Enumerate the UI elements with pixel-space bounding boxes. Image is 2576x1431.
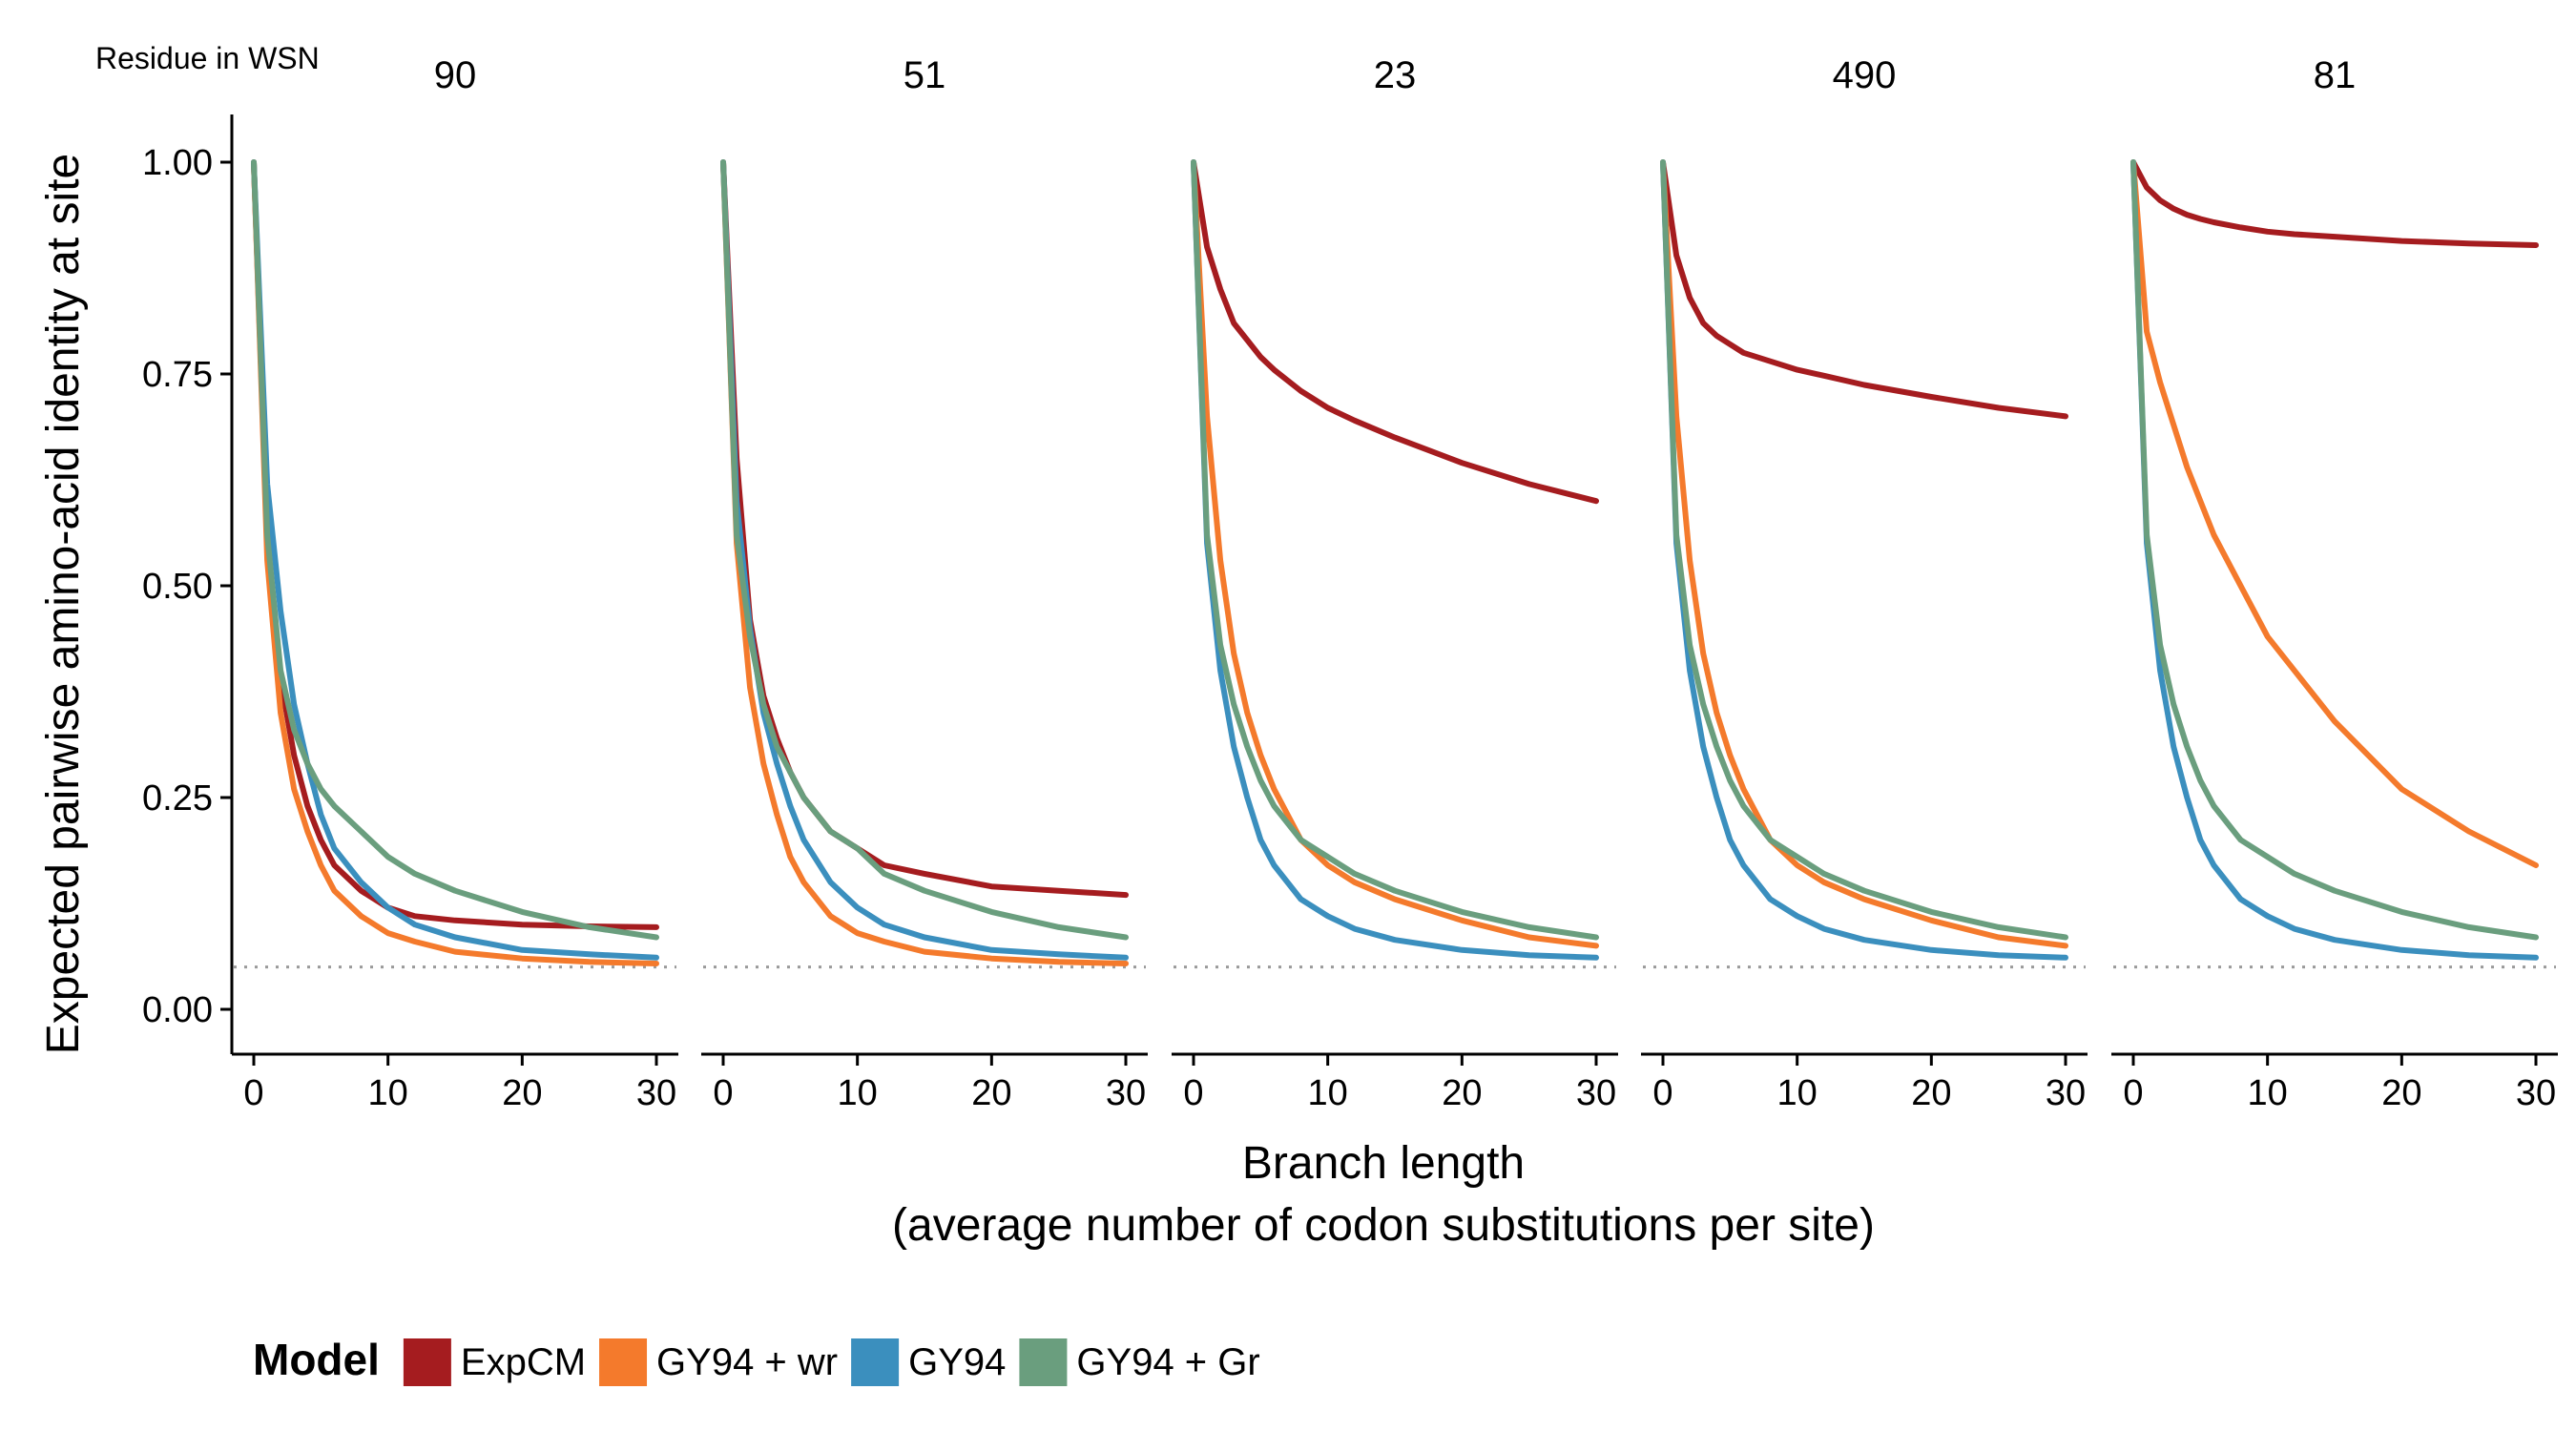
legend-swatch-gy94-gr	[1019, 1338, 1068, 1386]
x-axis-subtitle: (average number of codon substitutions p…	[892, 1200, 1875, 1251]
series-line-gy94-wr	[1191, 159, 1599, 949]
series-line-gy94	[1191, 159, 1599, 961]
facet-panel-90: 90 0 10 20 30 0.00 0.25 0.50 0.75 1.00	[142, 54, 678, 1113]
series-line-gy94	[1660, 159, 2068, 961]
facet-title: 90	[434, 54, 477, 96]
series-line-gy94-gr	[2130, 159, 2539, 941]
series-line-gy94-wr	[720, 159, 1129, 966]
x-tick-label: 30	[1576, 1073, 1616, 1113]
x-tick-label: 0	[713, 1073, 733, 1113]
facet-strip-label: Residue in WSN	[95, 41, 320, 75]
x-tick-label: 0	[1183, 1073, 1203, 1113]
series-line-gy94-gr	[1191, 159, 1599, 941]
series-line-gy94	[2130, 159, 2539, 961]
x-tick-label: 10	[368, 1073, 408, 1113]
x-tick-label: 30	[1106, 1073, 1146, 1113]
x-tick-label: 20	[2381, 1073, 2421, 1113]
x-tick-label: 30	[2516, 1073, 2556, 1113]
legend-swatch-expcm	[403, 1338, 451, 1386]
series-line-gy94-gr	[720, 159, 1129, 941]
series-line-expcm	[1660, 159, 2068, 420]
legend-swatch-gy94	[851, 1338, 900, 1386]
legend-entries: ExpCM GY94 + wr GY94 GY94 + Gr	[403, 1338, 1260, 1386]
legend-label-gy94-wr: GY94 + wr	[656, 1341, 838, 1383]
series-line-expcm	[2130, 159, 2539, 248]
y-tick-label: 1.00	[142, 143, 213, 183]
series-line-gy94-wr	[1660, 159, 2068, 949]
facet-panel-51: 51 0 10 20 30	[701, 54, 1148, 1113]
x-tick-label: 20	[1911, 1073, 1951, 1113]
facet-panel-490: 490 0 10 20 30	[1641, 54, 2088, 1113]
x-axis-title: Branch length	[1242, 1138, 1525, 1189]
x-tick-label: 10	[2248, 1073, 2288, 1113]
legend-label-expcm: ExpCM	[461, 1341, 586, 1383]
x-tick-label: 20	[502, 1073, 542, 1113]
y-tick-label: 0.50	[142, 567, 213, 607]
x-tick-label: 30	[2046, 1073, 2086, 1113]
facet-panel-81: 81 0 10 20 30	[2111, 54, 2558, 1113]
facet-title: 81	[2314, 54, 2357, 96]
x-tick-label: 30	[636, 1073, 676, 1113]
facet-title: 490	[1833, 54, 1897, 96]
legend-label-gy94: GY94	[908, 1341, 1006, 1383]
legend-title: Model	[253, 1335, 380, 1384]
x-tick-label: 10	[1308, 1073, 1348, 1113]
x-tick-label: 20	[1442, 1073, 1482, 1113]
series-line-gy94-gr	[251, 159, 659, 941]
y-axis-title: Expected pairwise amino-acid identity at…	[38, 154, 89, 1054]
series-line-gy94-wr	[251, 159, 659, 966]
x-tick-label: 0	[2123, 1073, 2143, 1113]
legend: Model ExpCM GY94 + wr GY94 GY94 + Gr	[253, 1335, 1260, 1386]
x-tick-label: 10	[1777, 1073, 1818, 1113]
facet-title: 51	[904, 54, 946, 96]
x-tick-label: 20	[971, 1073, 1011, 1113]
y-tick-label: 0.00	[142, 990, 213, 1030]
series-line-gy94-wr	[2130, 159, 2539, 868]
legend-swatch-gy94-wr	[599, 1338, 648, 1386]
legend-label-gy94-gr: GY94 + Gr	[1076, 1341, 1259, 1383]
y-tick-label: 0.25	[142, 778, 213, 819]
series-line-gy94	[251, 159, 659, 961]
y-tick-label: 0.75	[142, 355, 213, 395]
x-tick-label: 10	[838, 1073, 878, 1113]
facet-panel-23: 23 0 10 20 30	[1172, 54, 1618, 1113]
x-tick-label: 0	[1652, 1073, 1672, 1113]
series-line-gy94-gr	[1660, 159, 2068, 941]
series-line-expcm	[1191, 159, 1599, 505]
facet-title: 23	[1374, 54, 1417, 96]
x-tick-label: 0	[243, 1073, 263, 1113]
series-line-expcm	[251, 159, 659, 930]
